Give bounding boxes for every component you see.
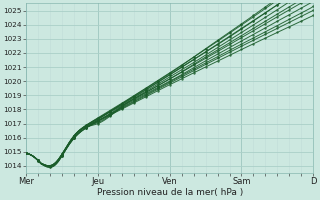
X-axis label: Pression niveau de la mer( hPa ): Pression niveau de la mer( hPa )	[97, 188, 243, 197]
